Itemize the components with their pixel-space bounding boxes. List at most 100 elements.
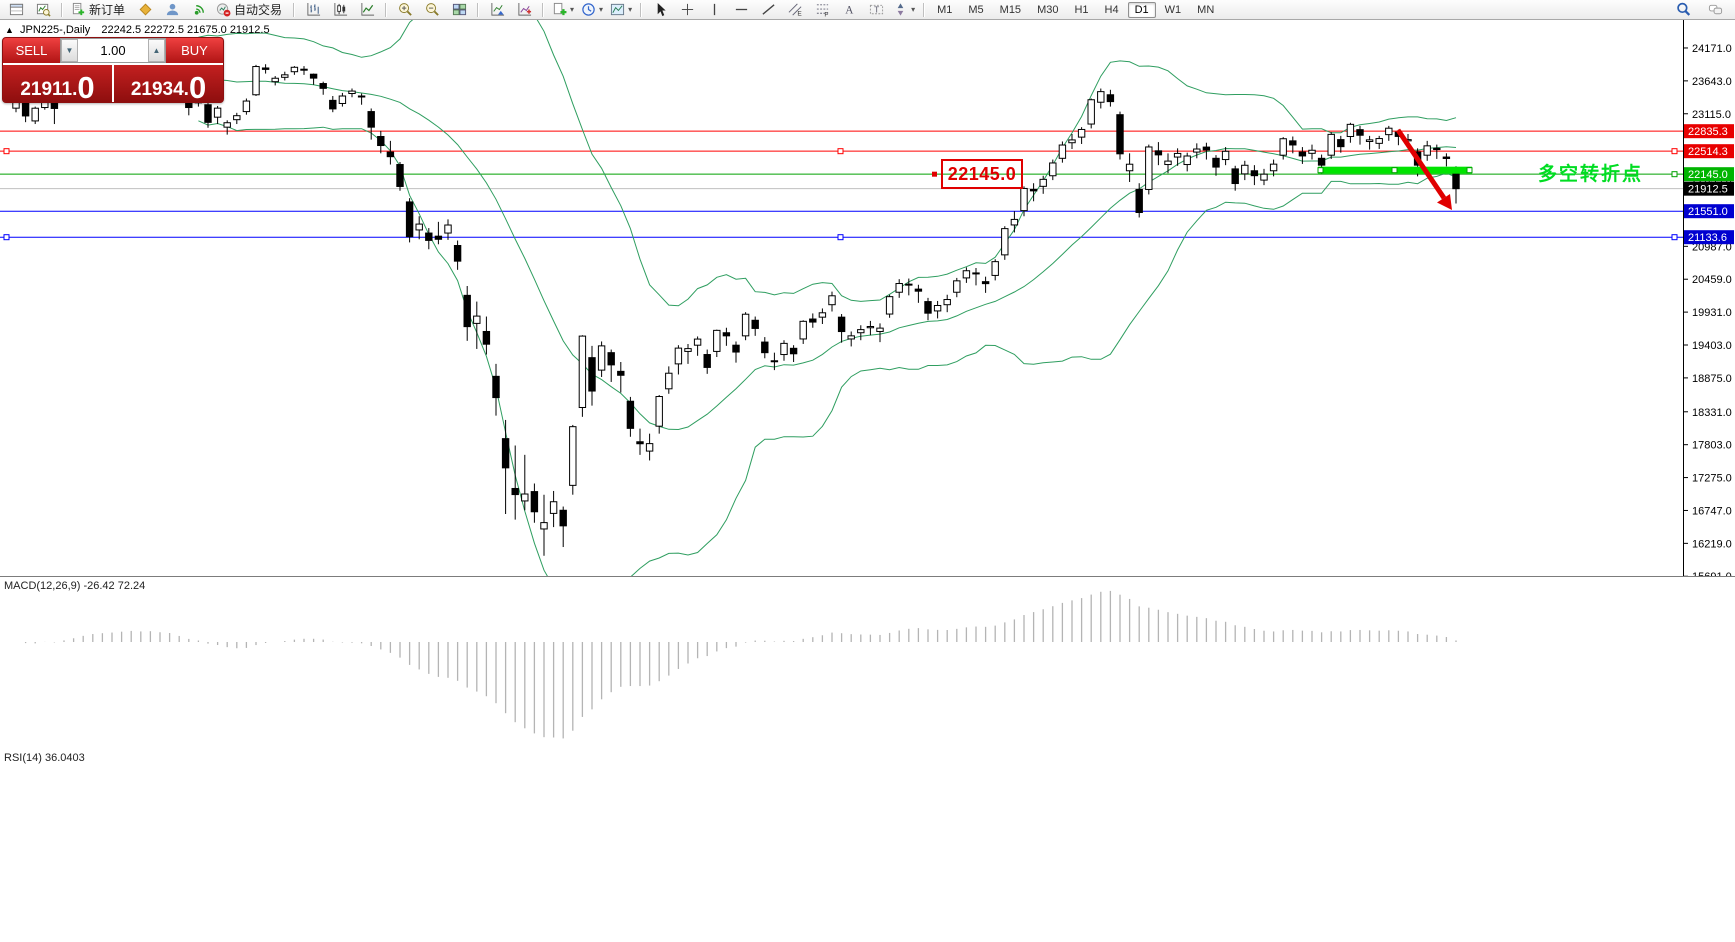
svg-text:22514.3: 22514.3 (1688, 146, 1728, 158)
fibonacci-tool-button[interactable] (809, 0, 835, 20)
community-button[interactable] (159, 0, 185, 20)
new-order-icon (71, 2, 86, 17)
crosshair-tool-button[interactable] (674, 0, 700, 20)
tile-windows-icon (452, 2, 467, 17)
one-click-trading-panel: SELL ▼ ▲ BUY 21911. 0 21934. 0 (2, 37, 224, 103)
cursor-tool-button[interactable] (647, 0, 673, 20)
price-chart-canvas[interactable]: 24171.023643.023115.022059.020987.020459… (0, 20, 1735, 576)
turning-point-annotation[interactable]: 多空转折点 (1538, 164, 1644, 185)
new-order-button[interactable]: 新订单 (68, 0, 131, 20)
svg-text:21912.5: 21912.5 (1688, 184, 1728, 196)
toolbar-separator (640, 2, 643, 17)
svg-text:23115.0: 23115.0 (1692, 109, 1731, 121)
signals-button[interactable] (186, 0, 212, 20)
toolbox-icon (9, 2, 24, 17)
add-indicator-icon (552, 2, 567, 17)
horizontal-line-icon (734, 2, 749, 17)
timeframe-button-H1[interactable]: H1 (1074, 3, 1089, 16)
indicator-window-icon (490, 2, 505, 17)
time-axis[interactable] (0, 922, 1735, 942)
price-tag-21133.6 (1684, 230, 1734, 245)
price-tag-21551.0 (1684, 204, 1734, 219)
dropdown-caret: ▾ (599, 5, 604, 14)
price-callout-label[interactable]: 22145.0 (941, 159, 1023, 189)
zoom-in-button[interactable] (392, 0, 418, 20)
timeframe-button-H4[interactable]: H4 (1104, 3, 1119, 16)
template-menu-button[interactable]: ▾ (607, 0, 635, 20)
metaeditor-button[interactable] (132, 0, 158, 20)
svg-text:18875.0: 18875.0 (1692, 373, 1732, 385)
price-axis: 24171.023643.023115.022059.020987.020459… (1683, 20, 1734, 576)
volume-control: ▼ ▲ (60, 38, 166, 63)
toolbar-separator (923, 2, 926, 17)
channel-tool-button[interactable] (782, 0, 808, 20)
bollinger-bands (198, 20, 1457, 576)
timeframe-button-MN[interactable]: MN (1197, 3, 1215, 16)
svg-text:16747.0: 16747.0 (1692, 505, 1732, 517)
svg-text:19403.0: 19403.0 (1692, 340, 1732, 352)
bar-chart-button[interactable] (300, 0, 326, 20)
indicator-list-button[interactable] (511, 0, 537, 20)
horizontal-line-tool-button[interactable] (728, 0, 754, 20)
toolbar-separator (293, 2, 296, 17)
text-label-tool-button[interactable] (863, 0, 889, 20)
macd-panel-canvas[interactable] (0, 576, 1735, 748)
down-arrow-annotation[interactable] (1395, 128, 1452, 210)
svg-text:22835.3: 22835.3 (1688, 126, 1728, 138)
timeframe-button-M15[interactable]: M15 (999, 3, 1022, 16)
candlestick-series (12, 51, 1460, 556)
arrows-tool-button[interactable]: ▾ (890, 0, 918, 20)
rsi-panel-canvas[interactable] (0, 748, 1735, 922)
trendline-tool-button[interactable] (755, 0, 781, 20)
volume-input[interactable] (78, 39, 148, 62)
trendline-icon (761, 2, 776, 17)
turning-point-band[interactable] (1317, 166, 1473, 174)
line-chart-button[interactable] (354, 0, 380, 20)
timeframe-button-W1[interactable]: W1 (1164, 3, 1182, 16)
timeframe-button-M1[interactable]: M1 (937, 3, 953, 16)
chat-button[interactable] (1702, 0, 1728, 20)
autotrading-button[interactable]: 自动交易 (213, 0, 288, 20)
period-menu-button[interactable]: ▾ (578, 0, 606, 20)
svg-text:22145.0: 22145.0 (1688, 169, 1728, 181)
crosshair-icon (680, 2, 695, 17)
volume-decrease-button[interactable]: ▼ (61, 39, 78, 62)
shapes-icon (893, 2, 908, 17)
timeframe-button-M30[interactable]: M30 (1037, 3, 1059, 16)
volume-increase-button[interactable]: ▲ (148, 39, 165, 62)
collapse-triangle-icon[interactable]: ▲ (5, 25, 14, 35)
svg-text:19931.0: 19931.0 (1692, 307, 1732, 319)
toolbar-separator (542, 2, 545, 17)
buy-price[interactable]: 21934. 0 (114, 65, 223, 102)
svg-text:21551.0: 21551.0 (1688, 206, 1728, 218)
chart-profile-icon (36, 2, 51, 17)
text-tool-button[interactable] (836, 0, 862, 20)
new-order-label: 新订单 (89, 3, 126, 17)
add-indicator-button[interactable]: ▾ (549, 0, 577, 20)
profiles-button[interactable] (30, 0, 56, 20)
indicator-window-button[interactable] (484, 0, 510, 20)
sell-price[interactable]: 21911. 0 (3, 65, 114, 102)
dropdown-caret: ▾ (911, 5, 916, 14)
chart-title: ▲ JPN225-,Daily 22242.5 22272.5 21675.0 … (5, 24, 270, 36)
buy-button[interactable]: BUY (166, 38, 223, 63)
indicator-list-icon (517, 2, 532, 17)
toolbar-separator (477, 2, 480, 17)
candlestick-icon (333, 2, 348, 17)
callout-anchor-handle[interactable] (932, 171, 937, 177)
text-icon (842, 2, 857, 17)
zoom-out-button[interactable] (419, 0, 445, 20)
search-button[interactable] (1670, 0, 1696, 20)
sell-button[interactable]: SELL (3, 38, 60, 63)
vertical-line-tool-button[interactable] (701, 0, 727, 20)
svg-text:15691.0: 15691.0 (1692, 571, 1732, 576)
timeframe-button-M5[interactable]: M5 (968, 3, 984, 16)
vertical-line-icon (707, 2, 722, 17)
timeframe-button-D1[interactable]: D1 (1127, 1, 1156, 18)
macd-indicator-label: MACD(12,26,9) -26.42 72.24 (4, 580, 146, 592)
svg-text:17275.0: 17275.0 (1692, 473, 1732, 485)
tile-windows-button[interactable] (446, 0, 472, 20)
person-icon (165, 2, 180, 17)
toolbox-button[interactable] (3, 0, 29, 20)
candlestick-button[interactable] (327, 0, 353, 20)
